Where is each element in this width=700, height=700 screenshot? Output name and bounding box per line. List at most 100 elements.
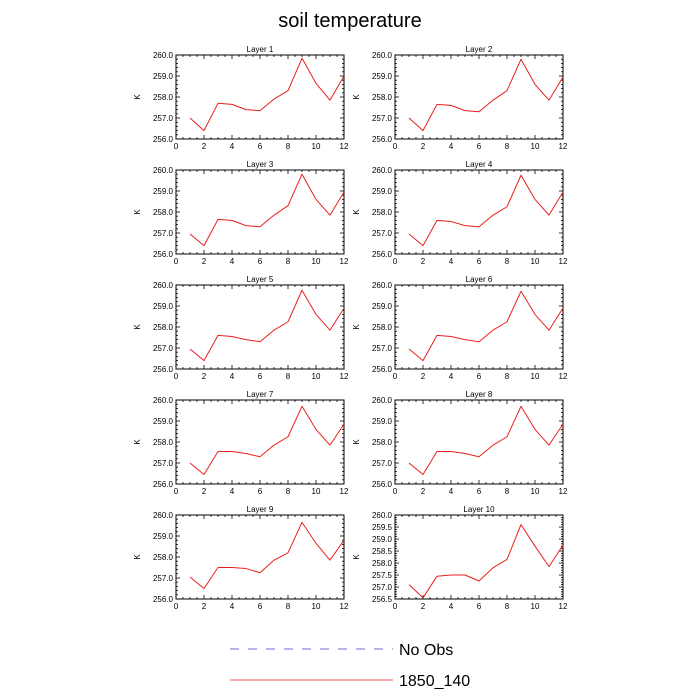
- plot-frame: [394, 399, 564, 485]
- y-tick-label: 257.0: [372, 344, 393, 353]
- y-axis-label: K: [133, 324, 142, 330]
- y-tick-label: 259.0: [372, 535, 393, 544]
- y-tick-label: 258.0: [372, 93, 393, 102]
- y-axis-label: K: [133, 554, 142, 560]
- x-tick-label: 2: [421, 487, 426, 496]
- x-tick-label: 8: [505, 487, 510, 496]
- y-tick-label: 257.0: [153, 114, 174, 123]
- y-tick-label: 258.0: [372, 559, 393, 568]
- panel-title: Layer 2: [466, 45, 493, 54]
- y-tick-label: 259.0: [153, 187, 174, 196]
- plot-frame: [394, 169, 564, 255]
- x-tick-label: 8: [286, 372, 291, 381]
- x-tick-label: 2: [202, 372, 207, 381]
- x-tick-label: 12: [340, 487, 349, 496]
- y-tick-label: 259.0: [372, 302, 393, 311]
- x-tick-label: 6: [258, 372, 263, 381]
- y-tick-label: 259.0: [153, 72, 174, 81]
- panel-7: Layer 7 0 2 4 6 8 10 12 256.0 257.0 258.0 259.0 260.…: [133, 390, 349, 496]
- y-tick-label: 259.5: [372, 523, 393, 532]
- plot-frame: [394, 54, 564, 140]
- x-tick-label: 4: [230, 372, 235, 381]
- x-tick-label: 8: [286, 487, 291, 496]
- x-tick-label: 6: [258, 487, 263, 496]
- y-tick-label: 257.0: [153, 344, 174, 353]
- plot-frame: [394, 514, 564, 600]
- series-line-1850_140: [189, 405, 345, 476]
- x-tick-label: 4: [230, 257, 235, 266]
- y-axis-label: K: [352, 209, 361, 215]
- x-tick-label: 10: [312, 372, 321, 381]
- y-tick-label: 259.0: [153, 532, 174, 541]
- y-tick-label: 260.0: [153, 166, 174, 175]
- x-tick-label: 6: [258, 142, 263, 151]
- series-line-1850_140: [189, 289, 345, 362]
- panel-5: Layer 5 0 2 4 6 8 10 12 256.0 257.0 258.0 259.0 260.…: [133, 275, 349, 381]
- x-tick-label: 8: [505, 257, 510, 266]
- y-tick-label: 257.0: [153, 229, 174, 238]
- y-tick-label: 259.0: [372, 187, 393, 196]
- series-line-1850_140: [408, 524, 564, 599]
- series-line-1850_140: [408, 290, 564, 362]
- x-tick-label: 4: [449, 602, 454, 611]
- y-axis-label: K: [352, 439, 361, 445]
- x-tick-label: 6: [477, 142, 482, 151]
- x-tick-label: 6: [477, 372, 482, 381]
- x-tick-label: 6: [477, 257, 482, 266]
- y-axis-label: K: [352, 554, 361, 560]
- x-tick-label: 0: [393, 602, 398, 611]
- y-tick-label: 257.0: [153, 574, 174, 583]
- x-tick-label: 6: [258, 602, 263, 611]
- x-tick-label: 10: [531, 487, 540, 496]
- y-tick-label: 260.0: [372, 396, 393, 405]
- x-tick-label: 10: [312, 257, 321, 266]
- x-tick-label: 4: [230, 487, 235, 496]
- legend-label-1: No Obs: [399, 642, 453, 659]
- x-tick-label: 4: [449, 257, 454, 266]
- x-tick-label: 2: [421, 257, 426, 266]
- y-tick-label: 260.0: [372, 281, 393, 290]
- y-tick-label: 256.0: [153, 135, 174, 144]
- x-tick-label: 10: [531, 602, 540, 611]
- y-tick-label: 256.0: [153, 480, 174, 489]
- y-axis-label: K: [133, 209, 142, 215]
- x-tick-label: 10: [531, 257, 540, 266]
- y-tick-label: 259.0: [153, 302, 174, 311]
- x-tick-label: 10: [312, 487, 321, 496]
- x-tick-label: 0: [393, 142, 398, 151]
- x-tick-label: 0: [174, 372, 179, 381]
- y-tick-label: 259.0: [372, 72, 393, 81]
- y-tick-label: 256.0: [372, 135, 393, 144]
- panel-title: Layer 10: [463, 505, 495, 514]
- panel-1: Layer 1 0 2 4 6 8 10 12 256.0 257.0 258.0 259.0 260.…: [133, 45, 349, 151]
- y-tick-label: 257.0: [372, 114, 393, 123]
- series-line-1850_140: [189, 57, 345, 132]
- x-tick-label: 0: [174, 487, 179, 496]
- y-tick-label: 258.0: [372, 323, 393, 332]
- x-tick-label: 2: [202, 487, 207, 496]
- x-tick-label: 2: [202, 602, 207, 611]
- x-tick-label: 12: [340, 257, 349, 266]
- y-tick-label: 260.0: [153, 511, 174, 520]
- y-tick-label: 260.0: [372, 511, 393, 520]
- plot-frame: [394, 284, 564, 370]
- y-tick-label: 257.0: [372, 583, 393, 592]
- y-tick-label: 258.0: [372, 208, 393, 217]
- y-tick-label: 260.0: [372, 51, 393, 60]
- x-tick-label: 0: [174, 257, 179, 266]
- y-tick-label: 260.0: [153, 51, 174, 60]
- x-tick-label: 2: [202, 257, 207, 266]
- legend-label-2: 1850_140: [399, 673, 470, 690]
- panel-title: Layer 9: [247, 505, 274, 514]
- panel-4: Layer 4 0 2 4 6 8 10 12 256.0 257.0 258.0 259.0 260.…: [352, 160, 568, 266]
- y-tick-label: 257.0: [372, 229, 393, 238]
- series-line-1850_140: [189, 173, 345, 247]
- x-tick-label: 6: [477, 487, 482, 496]
- panel-8: Layer 8 0 2 4 6 8 10 12 256.0 257.0 258.0 259.0 260.…: [352, 390, 568, 496]
- y-tick-label: 256.0: [153, 250, 174, 259]
- y-axis-label: K: [133, 94, 142, 100]
- y-tick-label: 257.0: [153, 459, 174, 468]
- x-tick-label: 4: [449, 372, 454, 381]
- series-line-1850_140: [408, 58, 564, 132]
